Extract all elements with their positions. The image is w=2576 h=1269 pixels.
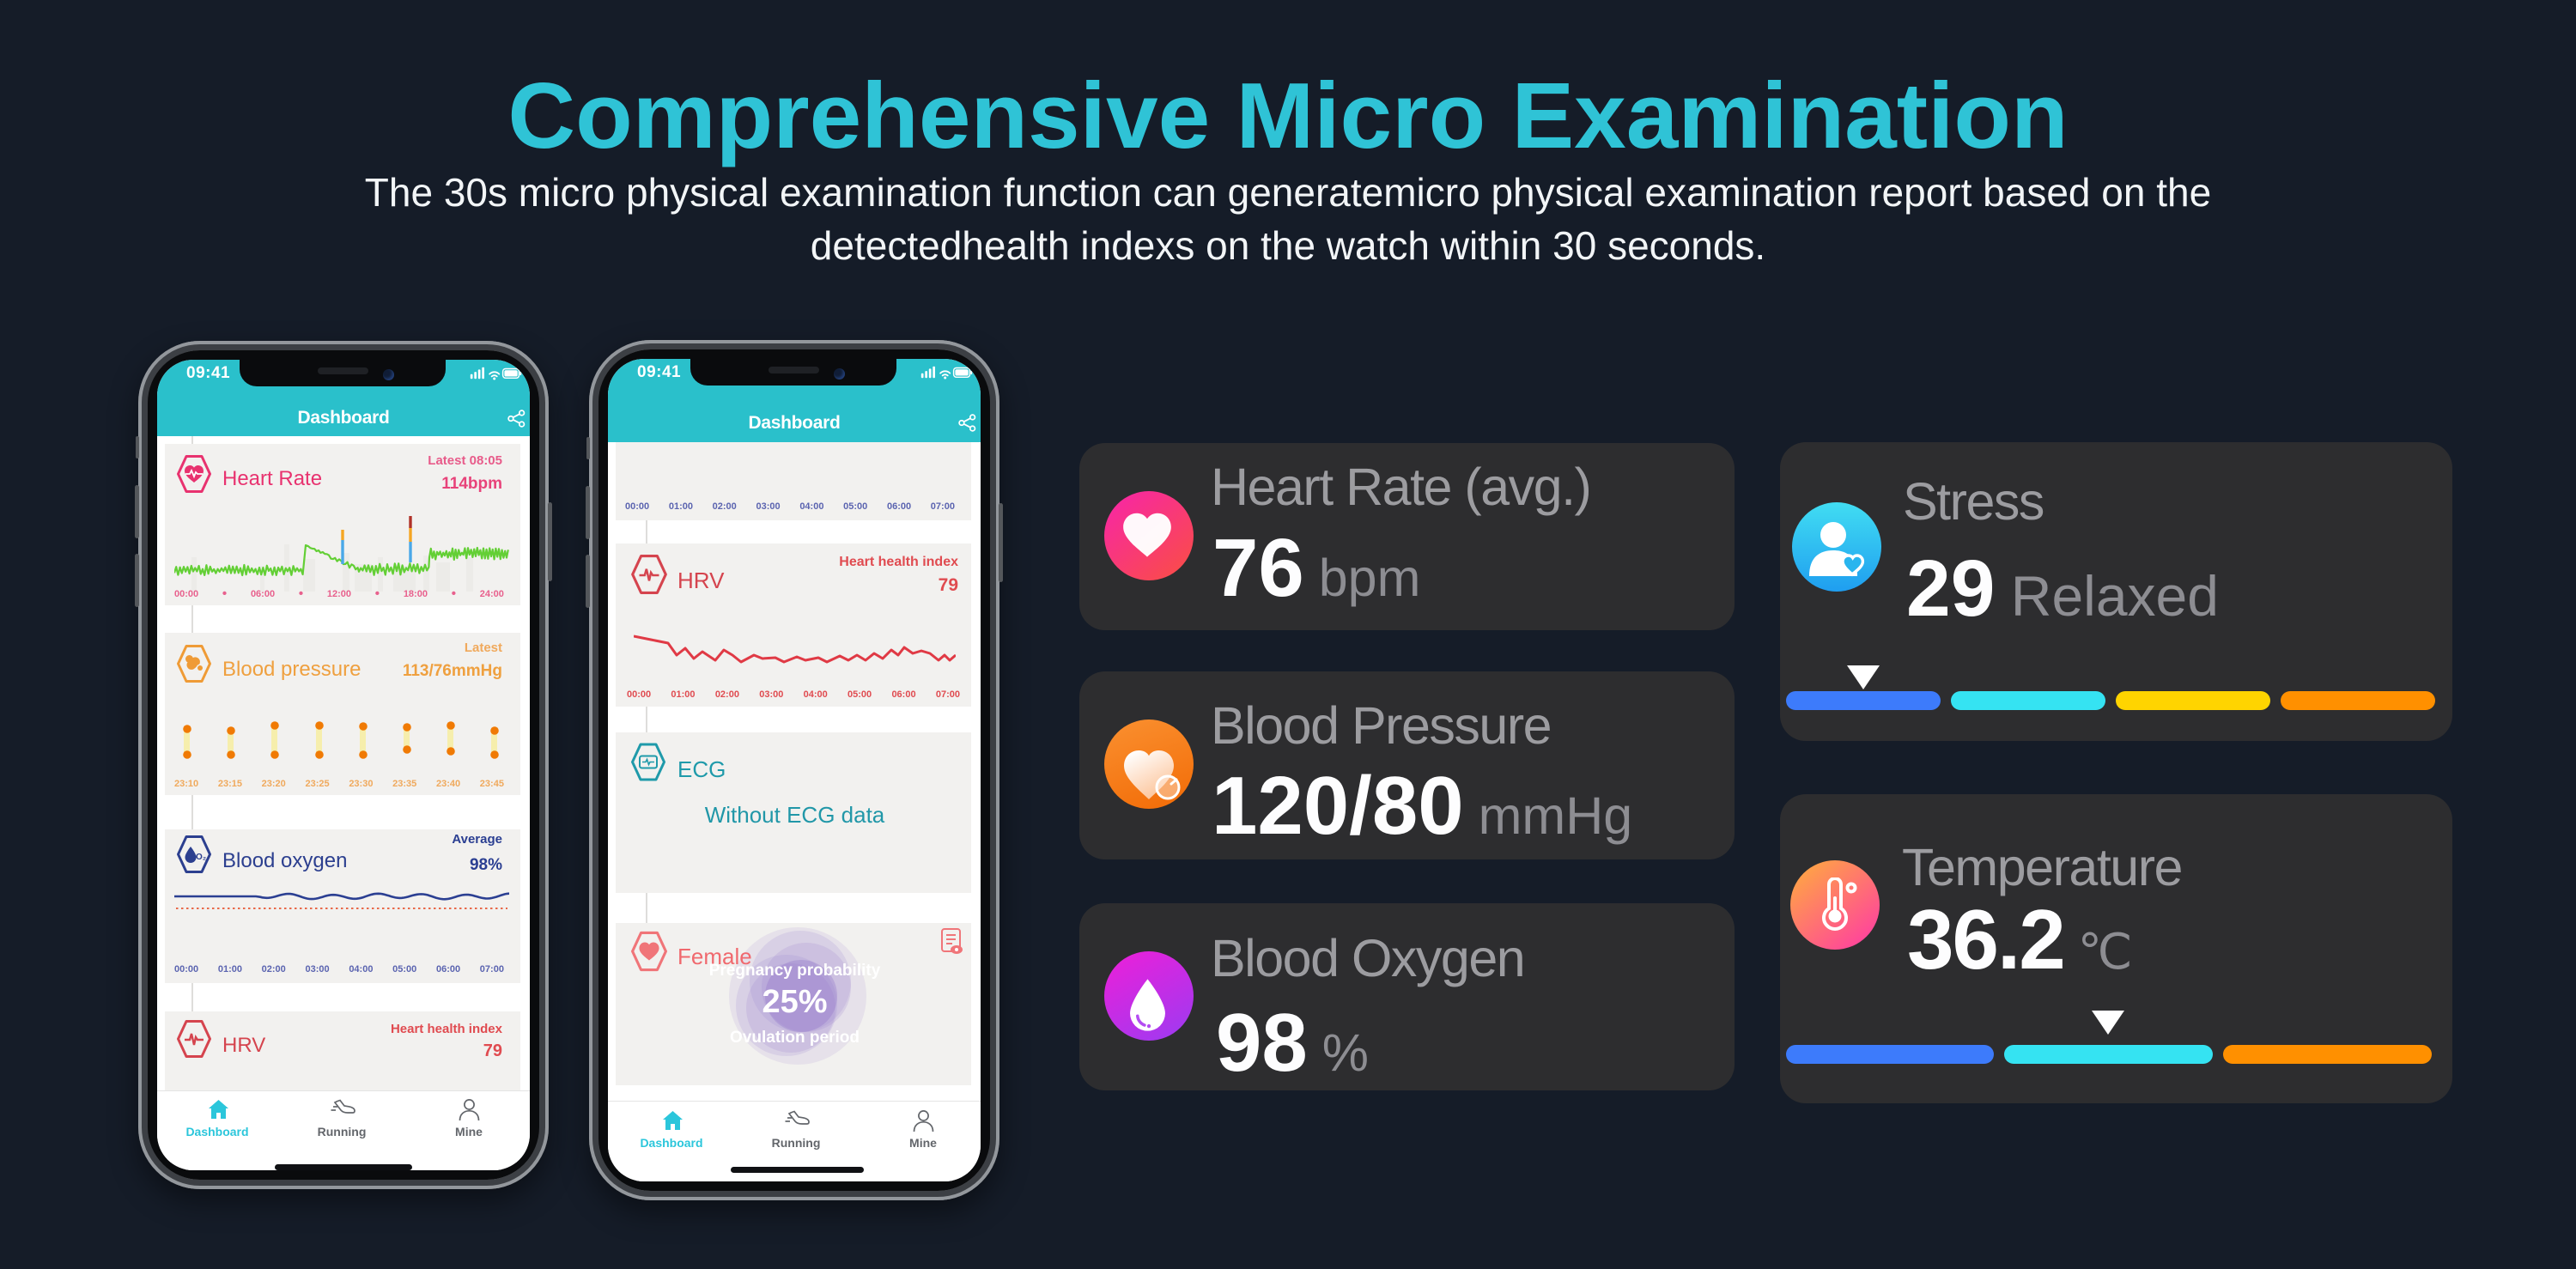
svg-text:O₂: O₂: [196, 853, 206, 862]
